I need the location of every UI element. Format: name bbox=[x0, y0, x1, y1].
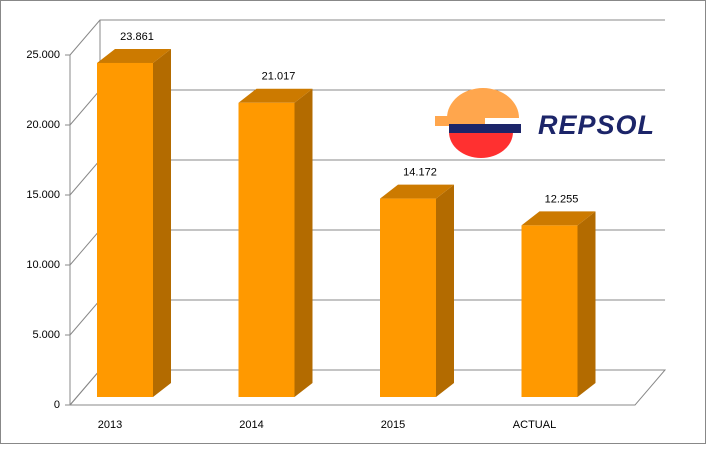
y-tick-label: 5.000 bbox=[32, 329, 60, 341]
x-tick-label: 2015 bbox=[381, 419, 405, 431]
bar bbox=[238, 102, 295, 398]
bar bbox=[521, 225, 578, 397]
value-label: 12.255 bbox=[545, 193, 579, 205]
y-tick-label: 20.000 bbox=[26, 119, 60, 131]
bar-top bbox=[97, 48, 171, 63]
bar-top bbox=[238, 88, 313, 103]
y-tick-label: 25.000 bbox=[26, 49, 60, 61]
y-tick-label: 15.000 bbox=[26, 189, 60, 201]
x-tick-label: ACTUAL bbox=[513, 419, 556, 431]
y-tick-label: 10.000 bbox=[26, 259, 60, 271]
value-label: 14.172 bbox=[403, 166, 437, 178]
logo-drop bbox=[449, 132, 513, 158]
y-tick-label: 0 bbox=[54, 399, 60, 411]
bar-top bbox=[521, 211, 596, 226]
x-tick-label: 2014 bbox=[239, 419, 263, 431]
logo-bar bbox=[435, 116, 485, 126]
grid-line bbox=[69, 19, 665, 56]
bar-side bbox=[294, 88, 313, 398]
value-label: 23.861 bbox=[120, 31, 154, 43]
value-label: 21.017 bbox=[262, 71, 296, 83]
bar-top bbox=[380, 184, 454, 199]
bar bbox=[380, 198, 436, 397]
x-tick-label: 2013 bbox=[98, 419, 122, 431]
logo bbox=[435, 88, 521, 158]
logo-band bbox=[449, 124, 521, 133]
logo-text: REPSOL bbox=[538, 110, 655, 140]
bar bbox=[97, 62, 153, 398]
bar-side bbox=[577, 211, 596, 397]
bar-side bbox=[436, 184, 454, 397]
logo-sun bbox=[447, 88, 519, 118]
bar-side bbox=[153, 48, 171, 398]
